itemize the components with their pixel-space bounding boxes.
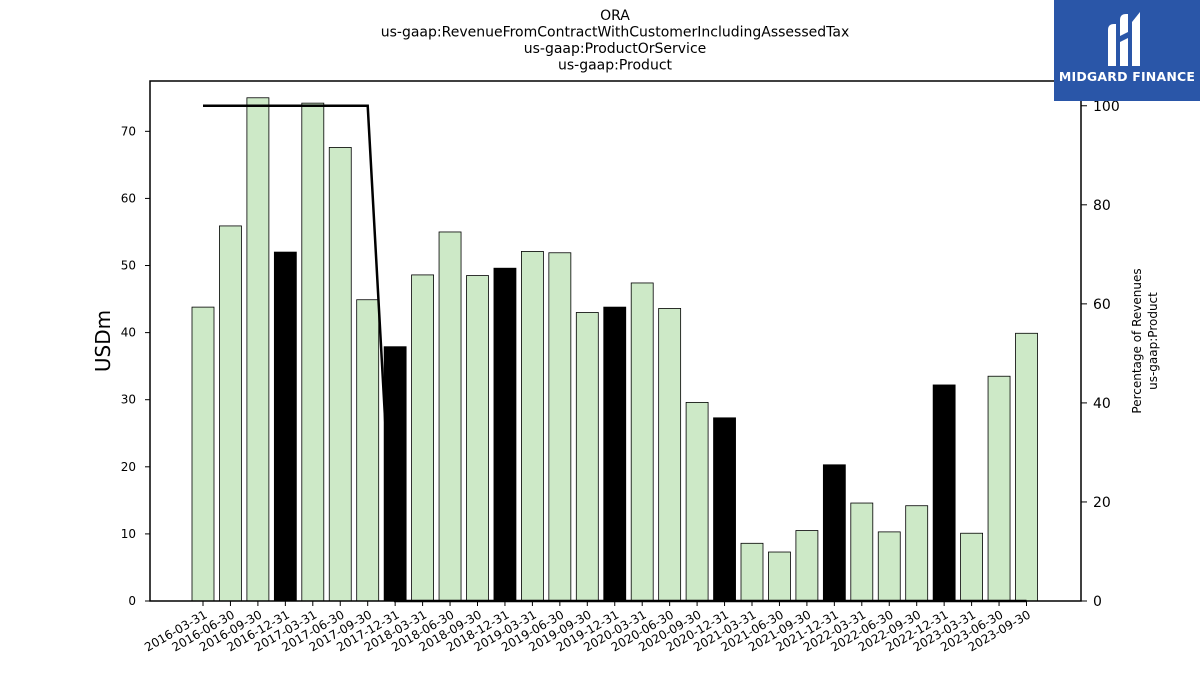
y-tick-label: 0 [128, 594, 136, 608]
bar [740, 542, 764, 602]
bar [877, 531, 901, 602]
chart-title-block: ORAus-gaap:RevenueFromContractWithCustom… [381, 8, 850, 74]
bar [768, 551, 791, 602]
bar [822, 464, 846, 602]
y-tick-label: 70 [121, 124, 136, 138]
bar [713, 417, 736, 602]
bar [219, 225, 242, 602]
bar [795, 530, 819, 602]
chart-title-line: us-gaap:RevenueFromContractWithCustomerI… [381, 25, 850, 41]
bar [191, 306, 215, 602]
bar [658, 308, 682, 602]
plot-frame [149, 80, 1082, 602]
bar [575, 312, 599, 602]
bar [466, 275, 489, 602]
y-tick-label: 50 [121, 259, 136, 273]
y2-axis-label: us-gaap:Product [1146, 292, 1160, 390]
bar [301, 102, 325, 602]
bar [987, 375, 1011, 602]
bar [603, 306, 627, 602]
bar [960, 532, 983, 602]
bar [356, 299, 380, 602]
chart-axes: 0102030405060700204060801002016-03-31201… [91, 80, 1160, 654]
y-axis-label: USDm [91, 310, 115, 372]
bar [411, 274, 435, 602]
midgard-logo-icon [1108, 12, 1140, 66]
logo-text: MIDGARD FINANCE [1058, 69, 1196, 84]
bar [493, 267, 517, 602]
y2-tick-label: 40 [1093, 396, 1111, 412]
bar [1015, 332, 1038, 602]
y2-tick-label: 60 [1093, 297, 1111, 313]
bar [630, 282, 654, 602]
y2-tick-label: 0 [1093, 594, 1102, 610]
y-tick-label: 40 [121, 326, 136, 340]
y2-tick-label: 20 [1093, 495, 1111, 511]
bar [850, 502, 874, 602]
bar [328, 147, 352, 602]
bar [685, 401, 709, 602]
bar [246, 97, 270, 602]
bar [932, 384, 956, 602]
bar [905, 505, 929, 602]
bar [548, 252, 572, 602]
y-tick-label: 20 [121, 460, 136, 474]
chart-title-line: us-gaap:ProductOrService [524, 41, 707, 57]
chart-title-line: ORA [600, 8, 630, 24]
chart-title-line: us-gaap:Product [558, 58, 673, 74]
bar [273, 251, 297, 602]
y-tick-label: 30 [121, 393, 136, 407]
y2-tick-label: 100 [1093, 99, 1120, 115]
y2-tick-label: 80 [1093, 198, 1111, 214]
bar-series [191, 97, 1038, 602]
bar [438, 231, 462, 602]
y-tick-label: 60 [121, 191, 136, 205]
midgard-finance-logo: MIDGARD FINANCE [1054, 0, 1200, 101]
y-tick-label: 10 [121, 527, 136, 541]
bar [521, 251, 544, 602]
y2-axis-label: Percentage of Revenues [1130, 268, 1144, 413]
